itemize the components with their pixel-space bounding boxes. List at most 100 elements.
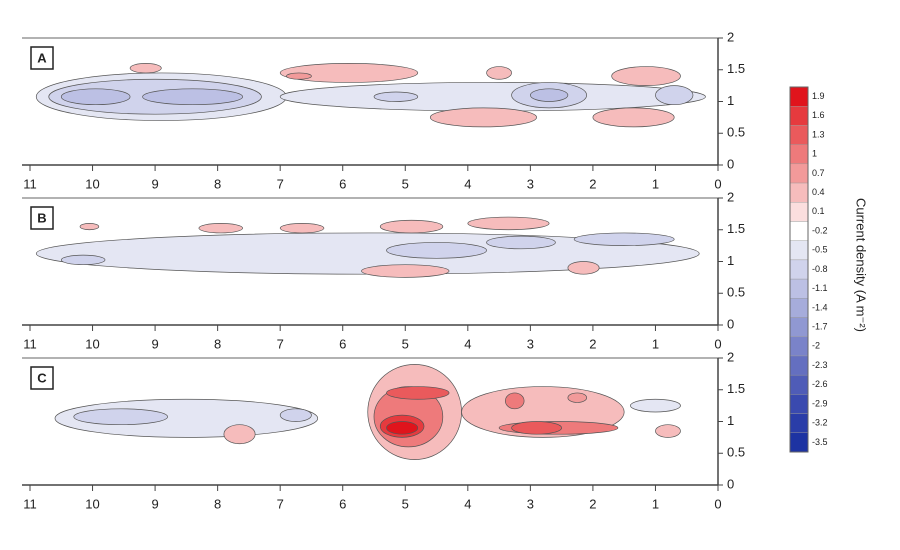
y-tick-label: 0.5 xyxy=(727,445,745,460)
contour-region xyxy=(386,421,419,435)
y-tick-label: 2 xyxy=(727,189,734,204)
x-tick-label: 3 xyxy=(527,336,534,351)
plot-area xyxy=(54,364,681,460)
colorbar-swatch xyxy=(789,298,809,318)
x-tick-label: 11 xyxy=(23,336,37,351)
colorbar-label: -0.5 xyxy=(812,245,828,255)
contour-region xyxy=(611,66,681,86)
contour-region xyxy=(573,232,675,246)
x-tick-label: 3 xyxy=(527,176,534,191)
colorbar-title: Current density (A m⁻²) xyxy=(854,198,869,332)
colorbar-label: -0.2 xyxy=(812,225,828,235)
contour-region xyxy=(361,264,450,278)
panel-label-box xyxy=(30,366,54,390)
panel-label-box xyxy=(30,46,54,70)
colorbar-swatch xyxy=(789,278,809,299)
colorbar-label: -3.5 xyxy=(812,437,828,447)
colorbar-swatch xyxy=(789,259,809,280)
x-tick-label: 3 xyxy=(527,496,534,511)
colorbar-swatch xyxy=(789,86,809,107)
colorbar-frame xyxy=(789,86,809,453)
colorbar-label: -3.2 xyxy=(812,418,828,428)
x-tick-label: 9 xyxy=(151,176,158,191)
colorbar-label: -2.3 xyxy=(812,360,828,370)
x-tick-label: 0 xyxy=(714,496,721,511)
x-tick-label: 1 xyxy=(652,176,659,191)
x-tick-label: 4 xyxy=(464,336,471,351)
contour-region xyxy=(279,63,419,83)
panel-label: B xyxy=(37,210,46,225)
x-tick-label: 2 xyxy=(589,336,596,351)
x-tick-label: 10 xyxy=(85,496,99,511)
contour-region xyxy=(60,254,106,266)
y-tick-label: 2 xyxy=(727,29,734,44)
contour-region xyxy=(223,424,256,445)
colorbar-swatch xyxy=(789,317,809,337)
contour-region xyxy=(592,107,675,128)
x-tick-label: 5 xyxy=(402,176,409,191)
x-tick-label: 1 xyxy=(652,336,659,351)
x-tick-label: 1 xyxy=(652,496,659,511)
contour-region xyxy=(386,242,487,259)
contour-region xyxy=(630,398,681,413)
contour-region xyxy=(655,85,694,106)
x-tick-label: 10 xyxy=(85,176,99,191)
plot-area xyxy=(35,216,700,278)
contour-region xyxy=(279,223,325,234)
x-tick-label: 6 xyxy=(339,336,346,351)
x-tick-label: 11 xyxy=(23,496,37,511)
x-tick-label: 4 xyxy=(464,496,471,511)
colorbar-label: 1.6 xyxy=(812,110,825,120)
y-tick-label: 0 xyxy=(727,476,734,491)
colorbar-swatch xyxy=(789,221,809,241)
panel-label: A xyxy=(37,50,47,65)
colorbar-label: -2 xyxy=(812,341,820,351)
x-tick-label: 6 xyxy=(339,176,346,191)
contour-region xyxy=(373,91,419,102)
y-tick-label: 0.5 xyxy=(727,125,745,140)
y-tick-label: 1.5 xyxy=(727,381,745,396)
x-tick-label: 7 xyxy=(277,336,284,351)
contour-region xyxy=(279,82,706,112)
y-tick-label: 1.5 xyxy=(727,61,745,76)
contour-region xyxy=(60,88,131,106)
x-tick-label: 0 xyxy=(714,176,721,191)
contour-region xyxy=(386,386,450,400)
colorbar-swatch xyxy=(789,163,809,184)
x-tick-label: 4 xyxy=(464,176,471,191)
colorbar-label: -2.9 xyxy=(812,398,828,408)
colorbar-swatch xyxy=(789,125,809,145)
contour-region xyxy=(429,107,537,128)
colorbar-label: 1.3 xyxy=(812,129,825,139)
y-tick-label: 0 xyxy=(727,156,734,171)
contour-region xyxy=(198,223,244,234)
colorbar-swatch xyxy=(789,394,809,414)
y-tick-label: 1 xyxy=(727,253,734,268)
y-tick-label: 0.5 xyxy=(727,285,745,300)
contour-region xyxy=(567,261,600,275)
y-tick-label: 1 xyxy=(727,93,734,108)
colorbar-label: 0.7 xyxy=(812,168,825,178)
contour-region xyxy=(73,408,168,426)
x-tick-label: 2 xyxy=(589,496,596,511)
panel-label-box xyxy=(30,206,54,230)
contour-region xyxy=(279,408,312,422)
colorbar-label: -2.6 xyxy=(812,379,828,389)
colorbar-swatch xyxy=(789,432,809,453)
colorbar-swatch xyxy=(789,355,809,376)
colorbar-swatch xyxy=(789,144,809,165)
x-tick-label: 7 xyxy=(277,176,284,191)
contour-region xyxy=(129,63,162,74)
colorbar-swatch xyxy=(789,106,809,126)
x-tick-label: 6 xyxy=(339,496,346,511)
colorbar-swatch xyxy=(789,336,809,357)
colorbar-swatch xyxy=(789,240,809,261)
contour-region xyxy=(530,88,569,102)
contour-region xyxy=(79,223,100,231)
contour-region xyxy=(142,88,244,106)
contour-region xyxy=(486,235,556,250)
x-tick-label: 2 xyxy=(589,176,596,191)
colorbar-swatch xyxy=(789,374,809,395)
x-tick-label: 9 xyxy=(151,336,158,351)
